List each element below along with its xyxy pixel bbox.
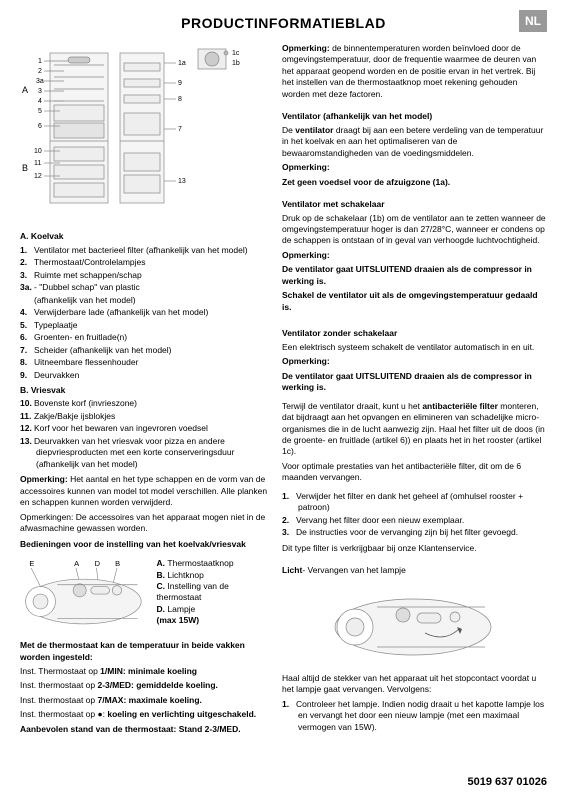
- ventilator-noswitch-body: Een elektrisch systeem schakelt de venti…: [282, 342, 547, 353]
- filter-p2: Voor optimale prestaties van het antibac…: [282, 461, 547, 484]
- svg-text:1: 1: [38, 58, 42, 65]
- document-code: 5019 637 01026: [467, 775, 547, 790]
- list-item: 1.Verwijder het filter en dank het gehee…: [282, 491, 547, 514]
- ventilator-body: De ventilator draagt bij aan een betere …: [282, 125, 547, 159]
- note-1-extra: Opmerkingen: De accessoires van het appa…: [20, 512, 268, 535]
- legend-row: D. Lampje: [157, 604, 268, 615]
- legend-row: C. Instelling van de thermostaat: [157, 581, 268, 604]
- lamp-steps: 1.Controleer het lampje. Indien nodig dr…: [282, 699, 547, 733]
- svg-text:11: 11: [34, 160, 41, 167]
- ventilator-noswitch-title: Ventilator zonder schakelaar: [282, 328, 547, 339]
- svg-text:1c: 1c: [232, 50, 240, 57]
- controls-diagram: E A D B: [20, 556, 151, 634]
- list-item: 3.Ruimte met schappen/schap: [20, 270, 268, 281]
- thermostat-line: Inst. thermostaat op ●: koeling en verli…: [20, 709, 268, 720]
- svg-text:3a: 3a: [36, 78, 44, 85]
- remark-temperature: Opmerking: de binnentemperaturen worden …: [282, 43, 547, 100]
- list-item: 3a.- "Dubbel schap" van plastic: [20, 282, 268, 293]
- controls-title: Bedieningen voor de instelling van het k…: [20, 539, 268, 550]
- svg-text:6: 6: [38, 123, 42, 130]
- svg-text:D: D: [95, 559, 101, 568]
- ventilator-noswitch-remark-body: De ventilator gaat UITSLUITEND draaien a…: [282, 371, 547, 394]
- thermostat-line: Inst. thermostaat op 2-3/MED: gemiddelde…: [20, 680, 268, 691]
- thermostat-line: Inst. thermostaat op 7/MAX: maximale koe…: [20, 695, 268, 706]
- ventilator-remark-body: Zet geen voedsel voor de afzuigzone (1a)…: [282, 177, 547, 188]
- list-item: 9.Deurvakken: [20, 370, 268, 381]
- legend-row: B. Lichtknop: [157, 570, 268, 581]
- svg-text:12: 12: [34, 173, 42, 180]
- list-item: 1.Controleer het lampje. Indien nodig dr…: [282, 699, 547, 733]
- product-diagram: A B 1 2 3a 3 4 5 6 10 11 12: [20, 43, 268, 218]
- ventilator-switch-body: Druk op de schakelaar (1b) om de ventila…: [282, 213, 547, 247]
- svg-text:9: 9: [178, 80, 182, 87]
- list-item: 7.Scheider (afhankelijk van het model): [20, 345, 268, 356]
- svg-text:13: 13: [178, 178, 186, 185]
- list-item: 10.Bovenste korf (invrieszone): [20, 398, 268, 409]
- list-item: 8.Uitneembare flessenhouder: [20, 357, 268, 368]
- filter-steps: 1.Verwijder het filter en dank het gehee…: [282, 491, 547, 539]
- svg-text:A: A: [74, 559, 79, 568]
- legend-row: A. Thermostaatknop: [157, 558, 268, 569]
- svg-text:4: 4: [38, 98, 42, 105]
- svg-text:1a: 1a: [178, 60, 186, 67]
- svg-text:7: 7: [178, 126, 182, 133]
- svg-text:3: 3: [38, 88, 42, 95]
- list-item: 13.Deurvakken van het vriesvak voor pizz…: [20, 436, 268, 470]
- lamp-warning: Haal altijd de stekker van het apparaat …: [282, 673, 547, 696]
- svg-text:E: E: [29, 559, 34, 568]
- ventilator-switch-title: Ventilator met schakelaar: [282, 199, 547, 210]
- list-item: 2.Thermostaat/Controlelampjes: [20, 257, 268, 268]
- svg-text:5: 5: [38, 108, 42, 115]
- svg-text:A: A: [22, 85, 28, 95]
- list-item: 12.Korf voor het bewaren van ingevroren …: [20, 423, 268, 434]
- language-badge: NL: [519, 10, 547, 32]
- filter-p1: Terwijl de ventilator draait, kunt u het…: [282, 401, 547, 458]
- svg-text:1b: 1b: [232, 60, 240, 67]
- list-item: 11.Zakje/Bakje ijsblokjes: [20, 411, 268, 422]
- ventilator-switch-remark-label: Opmerking:: [282, 250, 547, 261]
- thermostat-title: Met de thermostaat kan de temperatuur in…: [20, 640, 268, 663]
- list-item: 2.Vervang het filter door een nieuw exem…: [282, 515, 547, 526]
- thermostat-line: Inst. Thermostaat op 1/MIN: minimale koe…: [20, 666, 268, 677]
- filter-footer: Dit type filter is verkrijgbaar bij onze…: [282, 543, 547, 554]
- ventilator-remark-label: Opmerking:: [282, 162, 547, 173]
- section-a-list: 1.Ventilator met bacterieel filter (afha…: [20, 245, 268, 381]
- list-item: 5.Typeplaatje: [20, 320, 268, 331]
- lamp-diagram: [325, 583, 505, 667]
- svg-text:10: 10: [34, 148, 42, 155]
- svg-text:B: B: [115, 559, 120, 568]
- list-item: 1.Ventilator met bacterieel filter (afha…: [20, 245, 268, 256]
- ventilator-switch-remark-2: Schakel de ventilator uit als de omgevin…: [282, 290, 547, 313]
- list-item: 3.De instructies voor de vervanging zijn…: [282, 527, 547, 538]
- page-title: PRODUCTINFORMATIEBLAD: [181, 14, 386, 33]
- ventilator-title: Ventilator (afhankelijk van het model): [282, 111, 547, 122]
- note-1: Opmerking: Het aantal en het type schapp…: [20, 474, 268, 508]
- list-item: 4.Verwijderbare lade (afhankelijk van he…: [20, 307, 268, 318]
- lamp-title: Licht- Vervangen van het lampje: [282, 565, 547, 576]
- svg-text:8: 8: [178, 96, 182, 103]
- section-a-title: A. Koelvak: [20, 231, 268, 242]
- list-item: 6.Groenten- en fruitlade(n): [20, 332, 268, 343]
- section-b-list: 10.Bovenste korf (invrieszone) 11.Zakje/B…: [20, 398, 268, 470]
- ventilator-noswitch-remark-label: Opmerking:: [282, 356, 547, 367]
- controls-legend: A. ThermostaatknopB. LichtknopC. Instell…: [157, 556, 268, 627]
- svg-text:B: B: [22, 163, 28, 173]
- list-item: (afhankelijk van het model): [20, 295, 268, 306]
- section-b-title: B. Vriesvak: [20, 385, 268, 396]
- thermostat-recommended: Aanbevolen stand van de thermostaat: Sta…: [20, 724, 268, 735]
- svg-text:2: 2: [38, 68, 42, 75]
- legend-row: (max 15W): [157, 615, 268, 626]
- ventilator-switch-remark-1: De ventilator gaat UITSLUITEND draaien a…: [282, 264, 547, 287]
